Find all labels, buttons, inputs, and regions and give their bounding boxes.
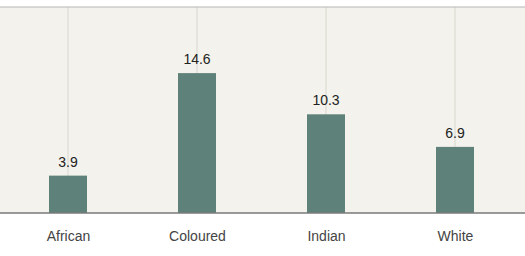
x-tick: White [438,213,474,244]
bar [178,73,216,213]
baseline [0,212,525,214]
x-tick-label: African [47,228,91,244]
data-labels: 3.9 14.6 10.3 6.9 [58,51,465,170]
grid [68,7,455,213]
bar [49,176,87,213]
bar [436,147,474,213]
x-tick: Coloured [169,213,226,244]
data-label: 3.9 [58,154,78,170]
data-label: 6.9 [445,125,465,141]
plot-background [0,7,525,213]
x-tick-label: White [438,228,474,244]
data-label: 10.3 [312,92,339,108]
x-tick: African [47,213,91,244]
x-tick-label: Coloured [169,228,226,244]
bars [49,73,474,213]
x-tick-label: Indian [307,228,345,244]
x-tick: Indian [307,213,345,244]
x-axis: African Coloured Indian White [47,213,474,244]
frame-top [0,7,525,8]
data-label: 14.6 [183,51,210,67]
chart: 3.9 14.6 10.3 6.9 African Coloured Indian White [0,0,525,256]
bar [307,114,345,213]
